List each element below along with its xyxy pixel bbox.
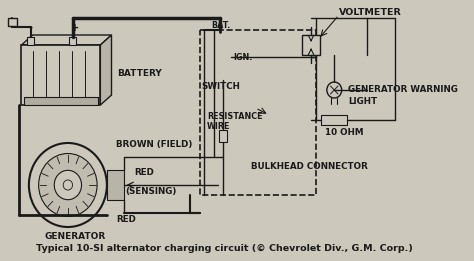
Bar [200,30,316,195]
Circle shape [29,143,107,227]
Text: BULKHEAD CONNECTOR: BULKHEAD CONNECTOR [251,162,368,171]
Text: GENERATOR WARNING: GENERATOR WARNING [348,85,458,94]
Text: SWITCH: SWITCH [201,82,240,91]
Text: BAT.: BAT. [211,21,230,30]
Text: IGN.: IGN. [233,52,253,62]
Bar [21,45,100,105]
Polygon shape [100,35,111,105]
Bar [107,170,124,200]
Bar [321,115,347,125]
Bar [302,35,320,55]
Text: VOLTMETER: VOLTMETER [339,8,401,17]
Polygon shape [21,35,111,45]
Text: WIRE: WIRE [207,122,230,131]
Bar [27,37,35,45]
Text: BATTERY: BATTERY [117,69,162,78]
Text: Typical 10-SI alternator charging circuit (© Chevrolet Div., G.M. Corp.): Typical 10-SI alternator charging circui… [36,244,413,253]
Circle shape [214,37,227,51]
Text: BROWN (FIELD): BROWN (FIELD) [116,140,192,149]
Circle shape [39,153,97,217]
Circle shape [63,180,73,190]
Bar [8,18,17,26]
Text: GENERATOR: GENERATOR [45,232,106,241]
Bar [69,37,76,45]
Text: +: + [71,23,79,33]
Circle shape [327,82,342,98]
Bar [219,130,227,142]
Text: RESISTANCE: RESISTANCE [207,112,263,121]
Text: (SENSING): (SENSING) [126,187,177,196]
Text: 10 OHM: 10 OHM [325,128,364,137]
Text: RED: RED [116,215,136,224]
Text: LIGHT: LIGHT [348,97,377,106]
Circle shape [54,170,82,200]
Bar [24,97,98,105]
Circle shape [217,41,223,47]
Bar [209,32,231,80]
Text: -: - [29,23,33,33]
Text: RED: RED [135,168,155,177]
